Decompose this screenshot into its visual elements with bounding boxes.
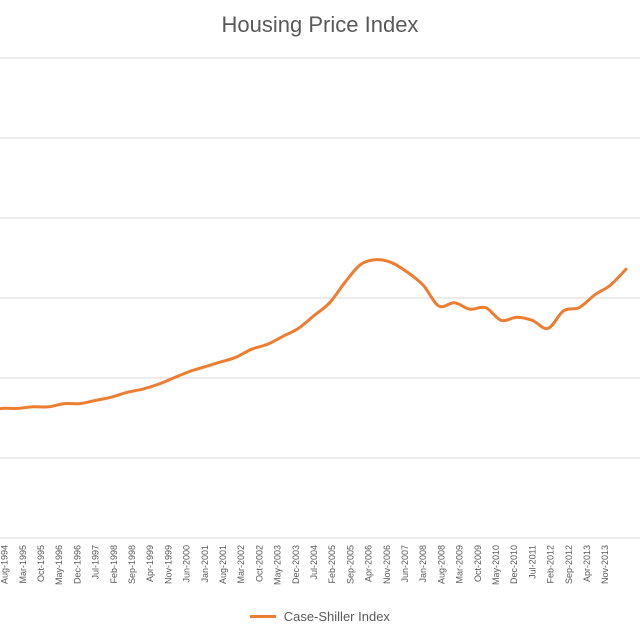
x-tick-label: Jul-1997 xyxy=(91,545,101,580)
series-line-0 xyxy=(0,258,628,411)
series-layer xyxy=(0,258,628,411)
x-tick-label: Apr-2013 xyxy=(582,545,592,582)
x-tick-label: Oct-2009 xyxy=(473,545,483,582)
x-tick-label: Jun-2007 xyxy=(400,545,410,583)
x-tick-label: Nov-1999 xyxy=(163,545,173,584)
x-tick-label: Jun-2000 xyxy=(182,545,192,583)
x-tick-label: Mar-2002 xyxy=(236,545,246,584)
legend: Case-Shiller Index xyxy=(0,608,640,624)
x-tick-label: Nov-2006 xyxy=(382,545,392,584)
x-tick-label: Dec-2003 xyxy=(291,545,301,584)
x-tick-label: Aug-2001 xyxy=(218,545,228,584)
x-tick-labels: Aug-1994 Mar-1995 Oct-1995 May-1996 Dec-1996… xyxy=(0,545,610,585)
x-tick-label: May-2003 xyxy=(273,545,283,585)
x-tick-label: Apr-2006 xyxy=(364,545,374,582)
x-tick-label: Feb-2005 xyxy=(327,545,337,584)
chart-title: Housing Price Index xyxy=(221,12,419,37)
x-tick-label: Oct-2002 xyxy=(254,545,264,582)
x-tick-label: Jul-2011 xyxy=(527,545,537,579)
x-tick-label: Mar-2009 xyxy=(455,545,465,584)
x-tick-label: Oct-1995 xyxy=(36,545,46,582)
x-tick-label: Jul-2004 xyxy=(309,545,319,580)
x-tick-label: Mar-1995 xyxy=(18,545,28,584)
x-tick-label: Feb-1998 xyxy=(109,545,119,584)
x-tick-label: May-1996 xyxy=(54,545,64,585)
x-tick-label: Feb-2012 xyxy=(546,545,556,584)
x-tick-label: Sep-1998 xyxy=(127,545,137,584)
x-tick-label: Aug-2008 xyxy=(436,545,446,584)
x-tick-label: Dec-1996 xyxy=(72,545,82,584)
x-tick-label: Aug-1994 xyxy=(0,545,10,584)
x-tick-label: Sep-2005 xyxy=(345,545,355,584)
gridlines xyxy=(0,57,640,459)
x-tick-label: May-2010 xyxy=(491,545,501,585)
legend-swatch xyxy=(250,615,277,619)
x-tick-label: Sep-2012 xyxy=(564,545,574,584)
x-tick-label: Jan-2001 xyxy=(200,545,210,583)
x-tick-label: Apr-1999 xyxy=(145,545,155,582)
x-tick-label: Dec-2010 xyxy=(509,545,519,584)
legend-label: Case-Shiller Index xyxy=(283,609,390,625)
x-tick-label: Nov-2013 xyxy=(600,545,610,584)
x-tick-label: Jan-2008 xyxy=(418,545,428,583)
line-chart: Aug-1994 Mar-1995 Oct-1995 May-1996 Dec-1996… xyxy=(0,57,640,585)
